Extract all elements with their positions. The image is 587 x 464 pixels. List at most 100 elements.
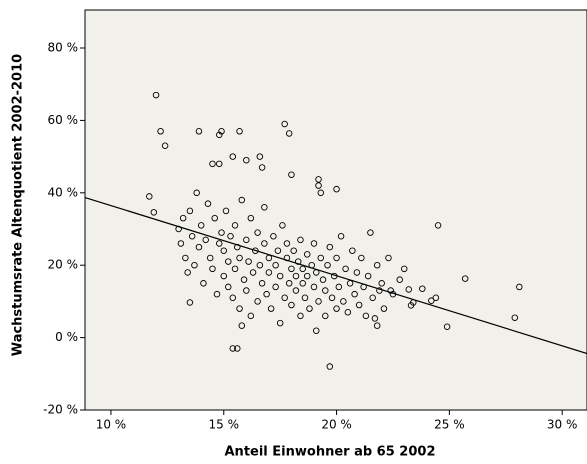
point <box>303 272 311 280</box>
point <box>315 176 322 183</box>
point <box>193 189 200 197</box>
point <box>342 265 349 273</box>
point <box>261 204 268 211</box>
point <box>218 229 225 236</box>
point <box>333 254 340 262</box>
y-tick-label: 40 % <box>48 185 79 199</box>
point <box>265 269 273 276</box>
point <box>340 298 347 305</box>
point <box>288 171 295 178</box>
point <box>225 258 232 265</box>
point <box>380 305 388 312</box>
point <box>319 276 327 283</box>
fit-line <box>84 196 587 355</box>
point <box>317 254 325 262</box>
point <box>258 280 266 287</box>
point <box>301 294 309 302</box>
point <box>200 280 207 287</box>
point <box>400 265 408 273</box>
point <box>310 283 318 291</box>
point <box>385 254 392 262</box>
point <box>179 214 187 222</box>
point <box>243 287 250 294</box>
x-tick-label: 15 % <box>209 418 240 432</box>
point <box>396 276 403 283</box>
point <box>322 312 329 320</box>
point <box>243 156 250 164</box>
point <box>344 309 352 316</box>
point <box>254 298 261 305</box>
point <box>236 128 243 135</box>
point <box>215 240 223 247</box>
plot-area <box>84 9 587 411</box>
point <box>229 153 237 160</box>
point <box>258 164 266 171</box>
point <box>292 272 300 280</box>
point <box>313 327 320 334</box>
point <box>236 305 243 312</box>
x-tick-label: 10 % <box>96 418 127 432</box>
point <box>215 160 223 168</box>
point <box>220 247 228 254</box>
point <box>285 130 293 137</box>
point <box>249 269 257 276</box>
point <box>220 272 228 280</box>
point <box>288 301 295 309</box>
point <box>150 209 158 216</box>
point <box>272 283 279 291</box>
point <box>229 345 237 352</box>
point <box>267 305 275 312</box>
point <box>243 236 250 244</box>
x-tick-label: 30 % <box>547 418 578 432</box>
point <box>349 247 356 254</box>
point <box>333 305 340 312</box>
y-tick-label: 60 % <box>48 113 79 127</box>
point <box>276 319 284 327</box>
point <box>263 290 270 298</box>
point <box>461 275 469 282</box>
x-axis-title: Anteil Einwohner ab 65 2002 <box>225 445 436 460</box>
point <box>355 301 363 309</box>
point <box>215 131 223 139</box>
point <box>335 283 343 291</box>
point <box>373 322 381 329</box>
point <box>376 287 383 294</box>
point <box>279 222 286 229</box>
point <box>292 287 300 294</box>
point <box>297 236 304 244</box>
point <box>387 287 394 294</box>
point <box>362 312 370 320</box>
y-tick-label: 80 % <box>48 41 79 55</box>
point <box>225 283 232 291</box>
point <box>236 254 243 262</box>
point <box>202 236 209 244</box>
point <box>324 261 331 269</box>
point <box>272 261 279 269</box>
point <box>234 345 241 352</box>
point <box>222 207 230 215</box>
point <box>283 240 291 247</box>
x-tick-label: 25 % <box>434 418 465 432</box>
point <box>310 240 318 247</box>
point <box>378 280 385 287</box>
point <box>256 153 264 160</box>
point <box>364 272 372 280</box>
point <box>326 363 334 370</box>
point <box>256 261 264 269</box>
point <box>195 128 203 135</box>
y-axis-title: Wachstumsrate Altenquotient 2002-2010 <box>11 54 26 356</box>
point <box>315 298 322 305</box>
point <box>367 229 374 236</box>
point <box>516 283 523 291</box>
point <box>299 280 306 287</box>
point <box>186 207 194 215</box>
point <box>209 265 216 273</box>
point <box>197 222 205 229</box>
point <box>351 290 358 298</box>
point <box>227 232 234 240</box>
point <box>288 265 295 273</box>
point <box>261 240 268 247</box>
point <box>315 182 322 189</box>
